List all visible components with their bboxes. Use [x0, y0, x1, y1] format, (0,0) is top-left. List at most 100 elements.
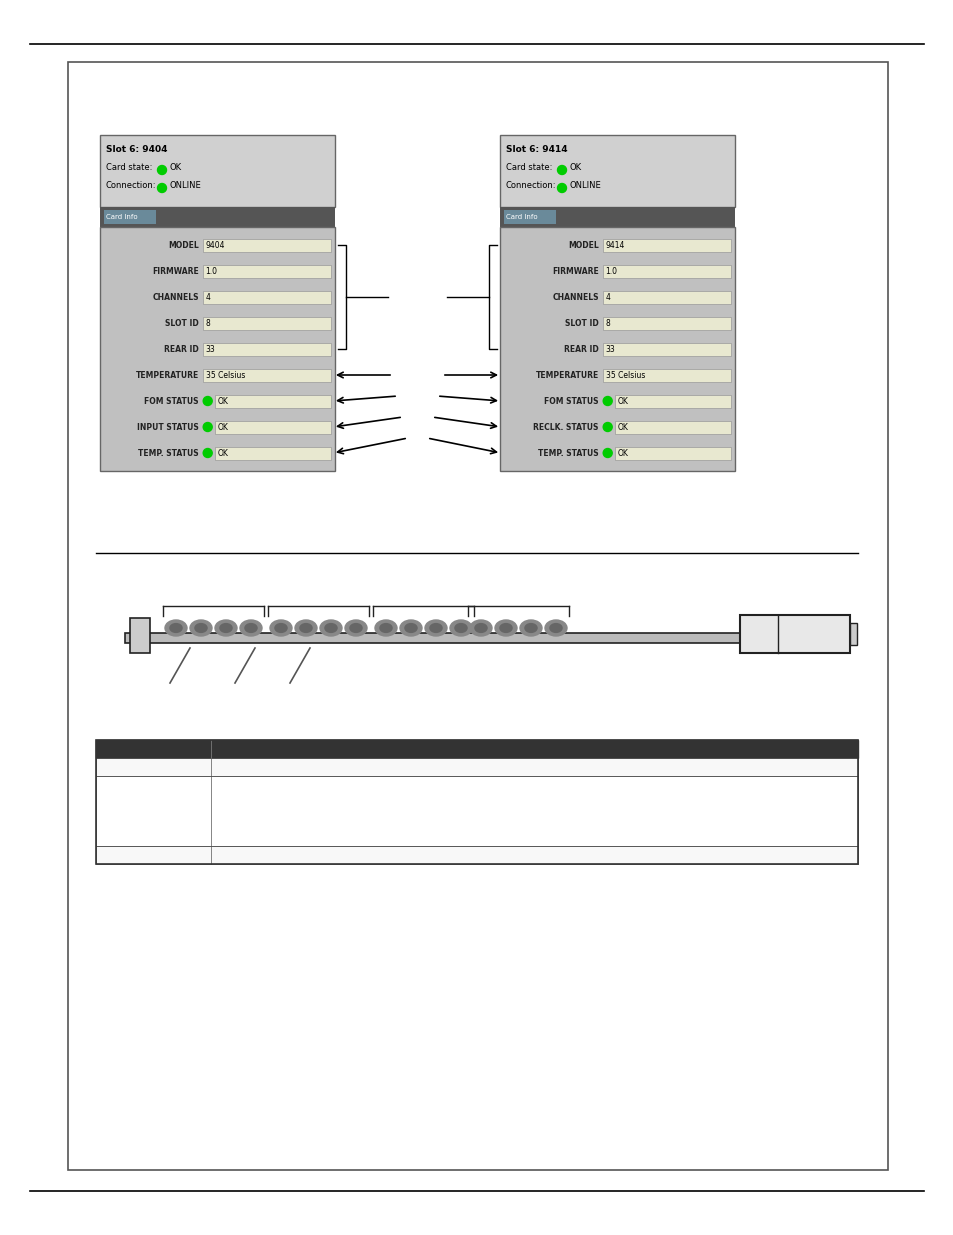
Text: 8: 8 [206, 319, 211, 327]
Ellipse shape [404, 624, 416, 632]
Ellipse shape [470, 620, 492, 636]
Bar [100, 135, 335, 207]
Text: 8: 8 [605, 319, 610, 327]
Ellipse shape [170, 624, 182, 632]
Text: 9404: 9404 [206, 241, 225, 249]
Bar [614, 394, 730, 408]
Ellipse shape [294, 620, 316, 636]
Bar [214, 420, 331, 433]
Circle shape [203, 422, 212, 431]
Ellipse shape [549, 624, 561, 632]
Bar [96, 740, 857, 864]
Circle shape [602, 448, 612, 457]
Circle shape [157, 184, 167, 193]
Ellipse shape [379, 624, 392, 632]
Ellipse shape [319, 620, 341, 636]
Text: REAR ID: REAR ID [563, 345, 598, 353]
Bar [602, 238, 730, 252]
Text: TEMP. STATUS: TEMP. STATUS [537, 448, 598, 457]
Ellipse shape [375, 620, 396, 636]
Text: ONLINE: ONLINE [170, 182, 201, 190]
Bar [104, 210, 156, 224]
Ellipse shape [499, 624, 512, 632]
Text: 1.0: 1.0 [605, 267, 617, 275]
Bar [100, 227, 335, 471]
Circle shape [203, 448, 212, 457]
Ellipse shape [475, 624, 487, 632]
Text: TEMP. STATUS: TEMP. STATUS [138, 448, 198, 457]
Text: Card state:: Card state: [106, 163, 152, 172]
Ellipse shape [399, 620, 421, 636]
Text: Card state:: Card state: [505, 163, 552, 172]
Text: Card Info: Card Info [106, 214, 137, 220]
Text: OK: OK [569, 163, 581, 172]
Ellipse shape [194, 624, 207, 632]
Text: FOM STATUS: FOM STATUS [144, 396, 198, 405]
Text: OK: OK [170, 163, 182, 172]
Text: FIRMWARE: FIRMWARE [152, 267, 198, 275]
Bar [96, 776, 857, 846]
Bar [202, 290, 331, 304]
Text: OK: OK [217, 422, 229, 431]
Bar [214, 447, 331, 459]
Text: OK: OK [617, 448, 628, 457]
Bar [740, 615, 849, 653]
Ellipse shape [220, 624, 232, 632]
Text: SLOT ID: SLOT ID [564, 319, 598, 327]
Ellipse shape [165, 620, 187, 636]
Text: OK: OK [617, 396, 628, 405]
Text: REAR ID: REAR ID [164, 345, 198, 353]
Bar [602, 316, 730, 330]
Bar [202, 368, 331, 382]
Ellipse shape [524, 624, 537, 632]
Text: 33: 33 [605, 345, 615, 353]
Ellipse shape [190, 620, 212, 636]
Circle shape [602, 396, 612, 405]
Bar [499, 207, 734, 227]
Bar [614, 447, 730, 459]
Text: INPUT STATUS: INPUT STATUS [137, 422, 198, 431]
Bar [614, 420, 730, 433]
Bar [499, 227, 734, 471]
Text: 9414: 9414 [605, 241, 624, 249]
Bar [96, 758, 857, 776]
Text: 35 Celsius: 35 Celsius [206, 370, 245, 379]
Text: TEMPERATURE: TEMPERATURE [535, 370, 598, 379]
Ellipse shape [270, 620, 292, 636]
Text: RECLK. STATUS: RECLK. STATUS [533, 422, 598, 431]
Bar [602, 342, 730, 356]
Text: CHANNELS: CHANNELS [152, 293, 198, 301]
Ellipse shape [519, 620, 541, 636]
Text: Slot 6: 9414: Slot 6: 9414 [505, 144, 567, 154]
Text: 4: 4 [605, 293, 610, 301]
Ellipse shape [299, 624, 312, 632]
Circle shape [157, 165, 167, 174]
Circle shape [557, 165, 566, 174]
Text: ONLINE: ONLINE [569, 182, 601, 190]
Ellipse shape [345, 620, 367, 636]
Ellipse shape [325, 624, 336, 632]
Ellipse shape [240, 620, 262, 636]
Bar [503, 210, 556, 224]
Text: 35 Celsius: 35 Celsius [605, 370, 644, 379]
Text: SLOT ID: SLOT ID [165, 319, 198, 327]
Bar [130, 618, 150, 653]
Bar [202, 316, 331, 330]
Bar [602, 264, 730, 278]
Circle shape [557, 184, 566, 193]
Bar [202, 342, 331, 356]
Text: 4: 4 [206, 293, 211, 301]
Circle shape [203, 396, 212, 405]
Text: FIRMWARE: FIRMWARE [552, 267, 598, 275]
Bar [214, 394, 331, 408]
Text: Connection:: Connection: [505, 182, 556, 190]
Bar [96, 740, 857, 758]
Text: CHANNELS: CHANNELS [552, 293, 598, 301]
Bar [202, 238, 331, 252]
Bar [602, 290, 730, 304]
Text: OK: OK [217, 448, 229, 457]
Ellipse shape [544, 620, 566, 636]
Ellipse shape [350, 624, 362, 632]
Text: OK: OK [617, 422, 628, 431]
Bar [602, 368, 730, 382]
